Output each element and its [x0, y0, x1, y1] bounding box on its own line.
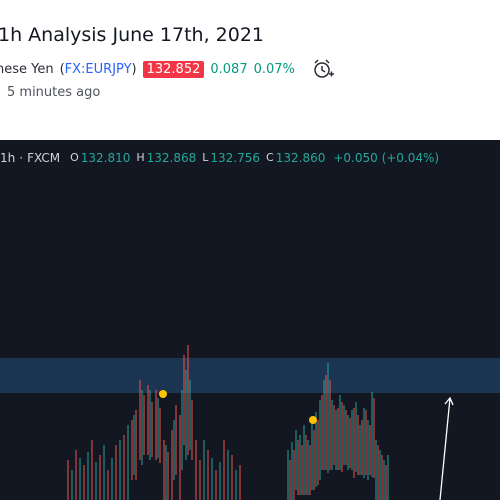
idea-title: 1h Analysis June 17th, 2021 [0, 24, 265, 46]
publish-time: 5 minutes ago [7, 85, 101, 100]
bar-change: +0.050 (+0.04%) [333, 151, 440, 165]
symbol-row: nese Yen (FX:EURJPY) 132.852 0.087 0.07% [0, 58, 335, 80]
price-change-percent: 0.07% [253, 61, 295, 77]
symbol-ticker[interactable]: FX:EURJPY [64, 61, 132, 77]
ohlc-key: C [266, 151, 274, 164]
interval: 1h [0, 151, 16, 165]
symbol-name[interactable]: nese Yen [0, 61, 54, 77]
chart-area: 1h · FXCM O 132.810 H 132.868 L 132.756 C 132.8… [0, 140, 500, 500]
candles [67, 345, 389, 500]
ohlc-value: 132.756 [210, 151, 261, 165]
chart-legend: 1h · FXCM O 132.810 H 132.868 L 132.756 C 132.8… [0, 151, 443, 165]
zone [0, 358, 500, 393]
chart-canvas [0, 345, 500, 500]
ohlc-value: 132.810 [80, 151, 131, 165]
alert-icon[interactable] [311, 58, 335, 80]
symbol-ticker-wrap: (FX:EURJPY) [59, 61, 137, 77]
ohlc-key: O [70, 151, 79, 164]
separator: · [19, 151, 24, 165]
ohlc-key: L [202, 151, 209, 164]
ohlc-value: 132.860 [275, 151, 326, 165]
marker [309, 416, 317, 424]
arrow [439, 396, 454, 500]
source: FXCM [27, 151, 61, 165]
ohlc: O 132.810 H 132.868 L 132.756 C 132.860 [70, 151, 329, 165]
ohlc-value: 132.868 [146, 151, 197, 165]
price-change: 0.087 [210, 61, 248, 77]
price-badge: 132.852 [142, 60, 205, 78]
ohlc-key: H [136, 151, 145, 164]
marker [159, 390, 167, 398]
